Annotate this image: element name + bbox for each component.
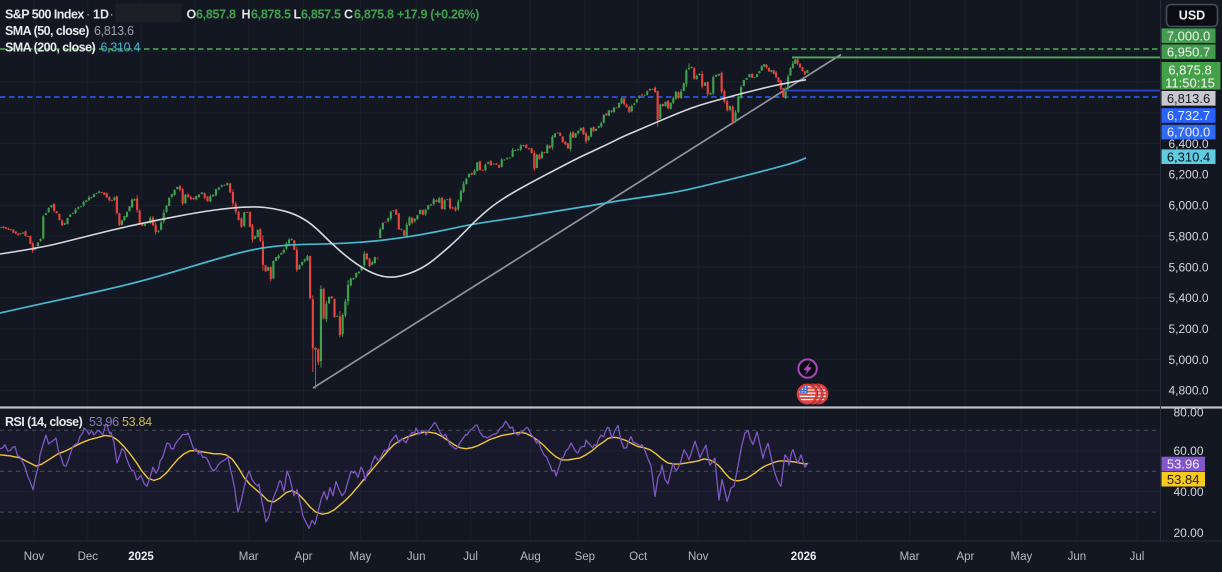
svg-text:O: O [187, 8, 197, 22]
svg-text:Dec: Dec [78, 551, 99, 563]
svg-text:60.00: 60.00 [1173, 444, 1203, 458]
svg-text:5,200.0: 5,200.0 [1168, 322, 1208, 336]
svg-text:Jul: Jul [463, 551, 478, 563]
svg-text:80.00: 80.00 [1173, 406, 1203, 420]
svg-text:Nov: Nov [24, 551, 45, 563]
svg-text:53.84: 53.84 [1167, 472, 1200, 487]
svg-text:6,878.5: 6,878.5 [251, 8, 291, 22]
svg-text:+17.9 (+0.26%): +17.9 (+0.26%) [397, 8, 479, 22]
svg-text:7,000.0: 7,000.0 [1167, 28, 1210, 43]
svg-text:May: May [1011, 551, 1033, 563]
svg-text:40.00: 40.00 [1173, 485, 1203, 499]
svg-text:2025: 2025 [128, 551, 154, 563]
svg-text:53.96: 53.96 [1167, 457, 1200, 472]
svg-text:RSI (14, close): RSI (14, close) [5, 415, 83, 429]
svg-text:May: May [350, 551, 372, 563]
svg-text:USD: USD [1179, 9, 1205, 23]
svg-text:Jun: Jun [1068, 551, 1087, 563]
svg-text:5,400.0: 5,400.0 [1168, 291, 1208, 305]
svg-text:20.00: 20.00 [1173, 526, 1203, 540]
svg-text:53.84: 53.84 [122, 415, 152, 429]
svg-text:6,875.8: 6,875.8 [1168, 62, 1211, 77]
svg-text:6,813.6: 6,813.6 [1167, 91, 1210, 106]
svg-text:H: H [242, 8, 251, 22]
svg-text:6,857.8: 6,857.8 [196, 8, 236, 22]
svg-text:6,700.0: 6,700.0 [1167, 125, 1210, 140]
svg-text:6,310.4: 6,310.4 [1167, 149, 1210, 164]
svg-text:5,800.0: 5,800.0 [1168, 229, 1208, 243]
svg-text:Jun: Jun [407, 551, 426, 563]
svg-text:SMA (50, close): SMA (50, close) [5, 24, 89, 38]
svg-text:6,950.7: 6,950.7 [1167, 44, 1210, 59]
svg-text:Oct: Oct [629, 551, 648, 563]
svg-text:L: L [294, 8, 302, 22]
svg-text:Mar: Mar [239, 551, 259, 563]
svg-text:6,400.0: 6,400.0 [1168, 137, 1208, 151]
svg-text:·: · [110, 8, 114, 22]
svg-text:1D: 1D [93, 8, 109, 22]
svg-text:6,857.5: 6,857.5 [301, 8, 341, 22]
svg-text:6,732.7: 6,732.7 [1167, 108, 1210, 123]
svg-text:6,875.8: 6,875.8 [354, 8, 394, 22]
svg-text:6,310.4: 6,310.4 [101, 41, 141, 55]
svg-text:Apr: Apr [956, 551, 974, 563]
svg-text:Nov: Nov [688, 551, 709, 563]
svg-text:C: C [344, 8, 353, 22]
svg-text:SMA (200, close): SMA (200, close) [5, 41, 95, 55]
svg-text:4,800.0: 4,800.0 [1168, 384, 1208, 398]
svg-text:S&P 500 Index: S&P 500 Index [5, 8, 84, 22]
svg-text:Mar: Mar [900, 551, 920, 563]
svg-text:2026: 2026 [791, 551, 817, 563]
svg-text:·: · [86, 8, 90, 22]
svg-text:Apr: Apr [295, 551, 313, 563]
svg-text:6,000.0: 6,000.0 [1168, 199, 1208, 213]
svg-text:5,600.0: 5,600.0 [1168, 260, 1208, 274]
svg-text:6,200.0: 6,200.0 [1168, 168, 1208, 182]
svg-text:Sep: Sep [575, 551, 595, 563]
svg-text:53.96: 53.96 [89, 415, 119, 429]
svg-text:11:50:15: 11:50:15 [1165, 76, 1215, 91]
svg-text:6,813.6: 6,813.6 [94, 24, 134, 38]
svg-text:5,000.0: 5,000.0 [1168, 353, 1208, 367]
svg-text:Jul: Jul [1130, 551, 1145, 563]
svg-text:Aug: Aug [520, 551, 540, 563]
